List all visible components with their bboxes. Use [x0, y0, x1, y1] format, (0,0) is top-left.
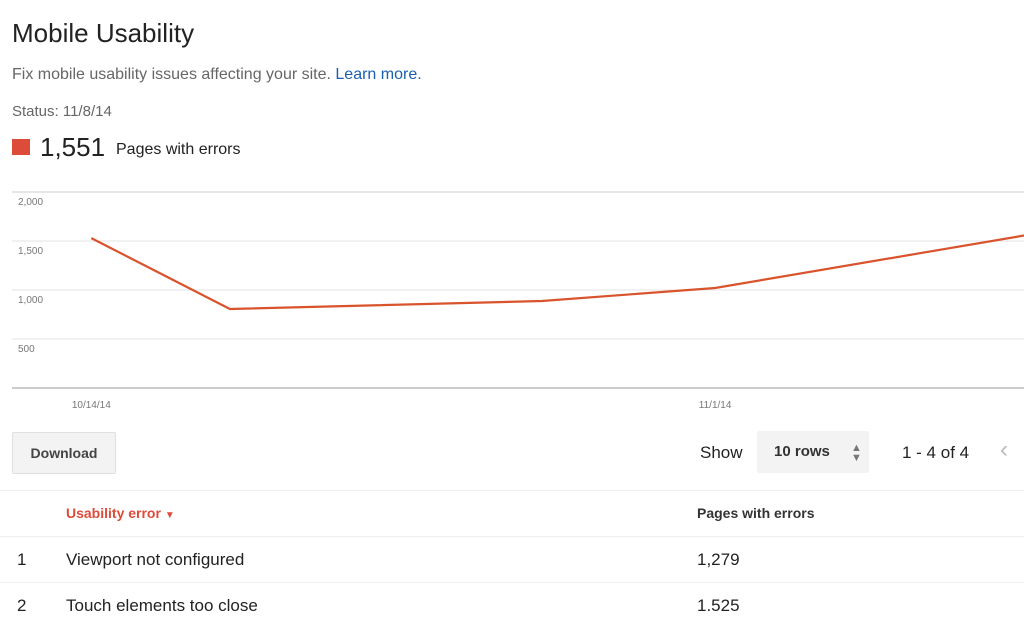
rows-select[interactable]: 10 rows ▲ ▼	[757, 431, 869, 473]
legend-swatch	[12, 139, 30, 155]
page-title: Mobile Usability	[12, 18, 195, 48]
description-text: Fix mobile usability issues affecting yo…	[12, 66, 331, 83]
column-header-text: Usability error	[66, 505, 161, 521]
chart: 500 1,000 1,500 2,000 10/14/14 11/1/14	[12, 191, 1024, 411]
data-line	[90, 234, 1024, 311]
description: Fix mobile usability issues affecting yo…	[12, 66, 422, 84]
learn-more-link[interactable]: Learn more.	[335, 66, 422, 83]
y-tick-label: 1,000	[18, 295, 43, 306]
error-name: Touch elements too close	[66, 596, 258, 611]
error-count: 1,279	[697, 550, 740, 569]
error-name: Viewport not configured	[66, 550, 245, 569]
download-button[interactable]: Download	[12, 432, 116, 474]
summary-label: Pages with errors	[116, 141, 241, 158]
table-row[interactable]: 2 Touch elements too close 1,525	[0, 582, 1024, 611]
summary-value: 1,551	[40, 132, 106, 162]
row-index: 1	[17, 550, 27, 569]
x-tick-label: 10/14/14	[72, 400, 111, 411]
y-tick-label: 1,500	[18, 246, 43, 257]
column-header[interactable]: Usability error ▼	[66, 505, 175, 521]
prev-page[interactable]: ‹	[1000, 436, 1008, 463]
select-arrows: ▲ ▼	[851, 442, 862, 464]
sort-arrow: ▼	[164, 510, 175, 521]
status: Status: 11/8/14	[12, 103, 112, 120]
y-tick-label: 2,000	[18, 197, 43, 208]
row-index: 2	[17, 596, 27, 611]
show-label: Show	[700, 443, 743, 462]
y-tick-label: 500	[18, 344, 35, 355]
x-tick-label: 11/1/14	[699, 400, 732, 411]
column-header[interactable]: Pages with errors	[697, 505, 815, 521]
error-count: 1,525	[697, 596, 740, 611]
rows-value: 10 rows	[774, 443, 830, 460]
pager: 1 - 4 of 4	[902, 443, 970, 462]
table: Usability error ▼ Pages with errors 1 Vi…	[0, 490, 1024, 611]
table-row[interactable]: 1 Viewport not configured 1,279	[0, 536, 1024, 583]
